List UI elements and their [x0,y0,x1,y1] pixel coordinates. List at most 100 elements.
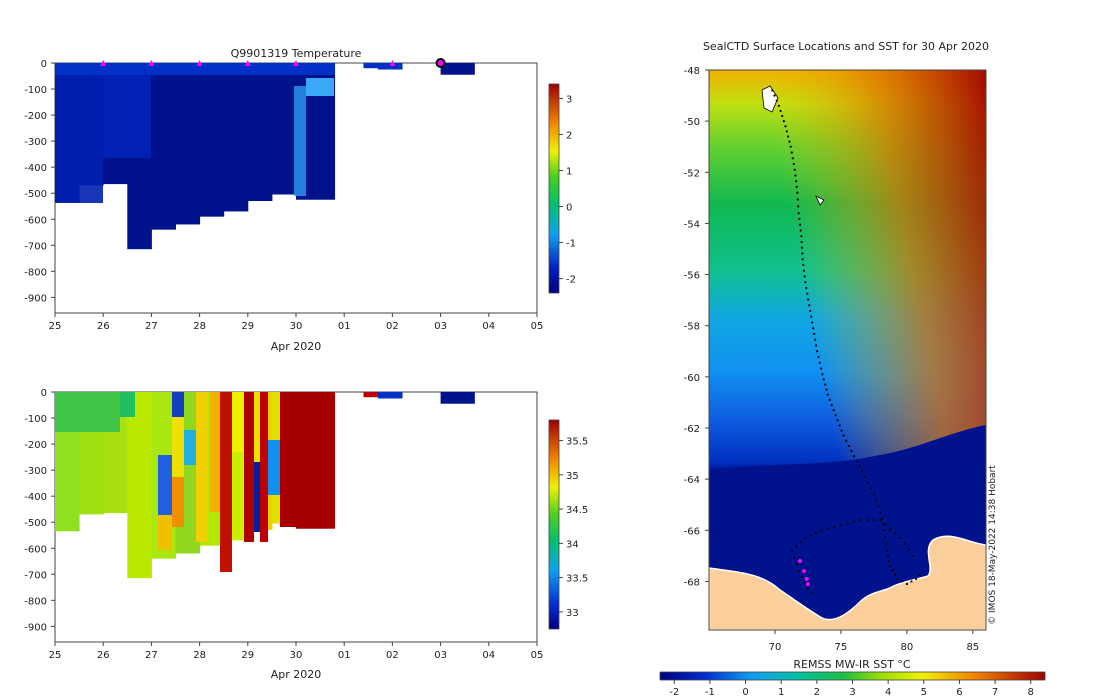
map-y-tick-label: -56 [684,271,700,282]
seal-track [771,89,921,595]
colorbar-tick-label: 33.5 [566,574,588,585]
salinity-y-ticks: 0 -100 -200 -300 -400 -500 -600 -700 -800 -900 [24,388,55,633]
track-dot [814,338,817,341]
map-field [709,70,986,630]
track-dot [918,573,921,577]
map-y-tick-label: -68 [684,577,700,588]
track-dot [794,174,797,177]
map-y-tick-label: -62 [684,424,700,435]
track-dot [866,481,869,484]
track-dot [838,424,841,427]
sst-colorbar-tick-label: 7 [992,687,998,698]
sal-fresh-surface-2 [120,392,135,417]
track-dot [809,534,812,537]
profile-bar [247,63,273,202]
x-tick-label: 01 [338,321,351,332]
y-tick-label: -500 [24,518,47,529]
track-dot [797,212,800,215]
track-dot [840,429,843,432]
temperature-title: Q9901319 Temperature [231,47,362,60]
profile-marker [196,60,203,66]
colorbar-tick-label: -2 [566,275,576,286]
salinity-x-ticks: 25 26 27 28 29 30 01 02 03 04 05 [49,642,543,661]
map-axes-frame [708,69,987,631]
y-tick-label: -100 [24,85,47,96]
recent-position-dot [805,581,810,586]
y-tick-label: -600 [24,215,47,226]
track-dot [834,414,837,417]
temperature-profile-markers [100,58,446,68]
x-tick-label: 30 [290,321,303,332]
temperature-y-ticks: 0 -100 -200 -300 -400 -500 -600 -700 -800 -900 [24,59,55,304]
map-y-tick-label: -66 [684,526,700,537]
map-x-tick-label: 70 [769,642,782,653]
sst-colorbar-tick-label: 6 [956,687,962,698]
y-tick-label: -400 [24,492,47,503]
profile-marker [100,60,107,66]
track-dot [860,470,864,473]
track-dot [796,198,799,201]
track-dot [842,434,845,437]
profile-bar [127,392,152,579]
track-dot [839,524,843,527]
track-dot [863,475,866,478]
sal-blue-band [158,455,172,515]
track-dot [817,355,820,359]
track-dot [816,350,819,353]
x-tick-label: 28 [193,650,206,661]
temp-cold-intrusion [294,86,306,196]
colorbar-tick-label: 0 [566,203,572,214]
temperature-data [55,63,475,250]
sst-colorbar-tick-label: 5 [921,687,927,698]
y-tick-label: -200 [24,440,47,451]
track-dot [802,269,806,272]
track-dot [795,185,798,189]
track-dot [777,104,781,107]
track-dot [797,570,800,573]
track-dot [782,120,785,123]
temp-surface-layer [55,63,335,75]
map-y-tick-label: -50 [684,117,700,128]
profile-bar [271,63,297,195]
colorbar-tick-label: 33 [566,608,579,619]
track-dot [798,217,801,221]
profile-bar [175,63,201,225]
track-dot [801,252,804,255]
colorbar-tick-label: 34 [566,539,579,550]
sst-colorbar-tick-label: -2 [669,687,679,698]
track-dot [891,569,894,572]
map-y-tick-label: -64 [684,475,700,486]
track-dot [807,298,810,301]
recent-position-dot [801,569,806,574]
y-tick-label: -300 [24,137,47,148]
track-dot [779,109,782,113]
antarctic-land [709,535,986,630]
track-dot [885,549,889,552]
map-panel: SealCTD Surface Locations and SST for 30… [659,40,1046,698]
imos-credit: © IMOS 18-May-2022 14:38 Hobart [988,465,998,625]
sst-colorbar-tick-label: 3 [849,687,855,698]
y-tick-label: -700 [24,570,47,581]
track-dot [784,125,787,128]
sal-yellow-col [196,392,208,542]
map-y-tick-label: -52 [684,168,700,179]
y-tick-label: 0 [41,388,47,399]
track-dot [859,518,862,522]
x-tick-label: 28 [193,321,206,332]
track-dot [899,536,902,540]
map-y-ticks: -48 -50 -52 -54 -56 -58 -60 -62 -64 -66 -68 [684,66,709,588]
track-dot [884,523,887,526]
map-y-tick-label: -60 [684,373,700,384]
track-dot [785,130,788,133]
sal-red-col-2 [244,392,254,542]
track-dot [832,408,835,412]
map-y-tick-label: -58 [684,322,700,333]
track-dot [872,518,875,522]
x-tick-label: 29 [241,650,254,661]
track-dot [795,563,798,566]
recent-position-dot [798,558,803,563]
track-dot [781,114,784,118]
track-dot [821,373,824,376]
salinity-colorbar [548,419,560,630]
x-tick-label: 05 [531,321,544,332]
